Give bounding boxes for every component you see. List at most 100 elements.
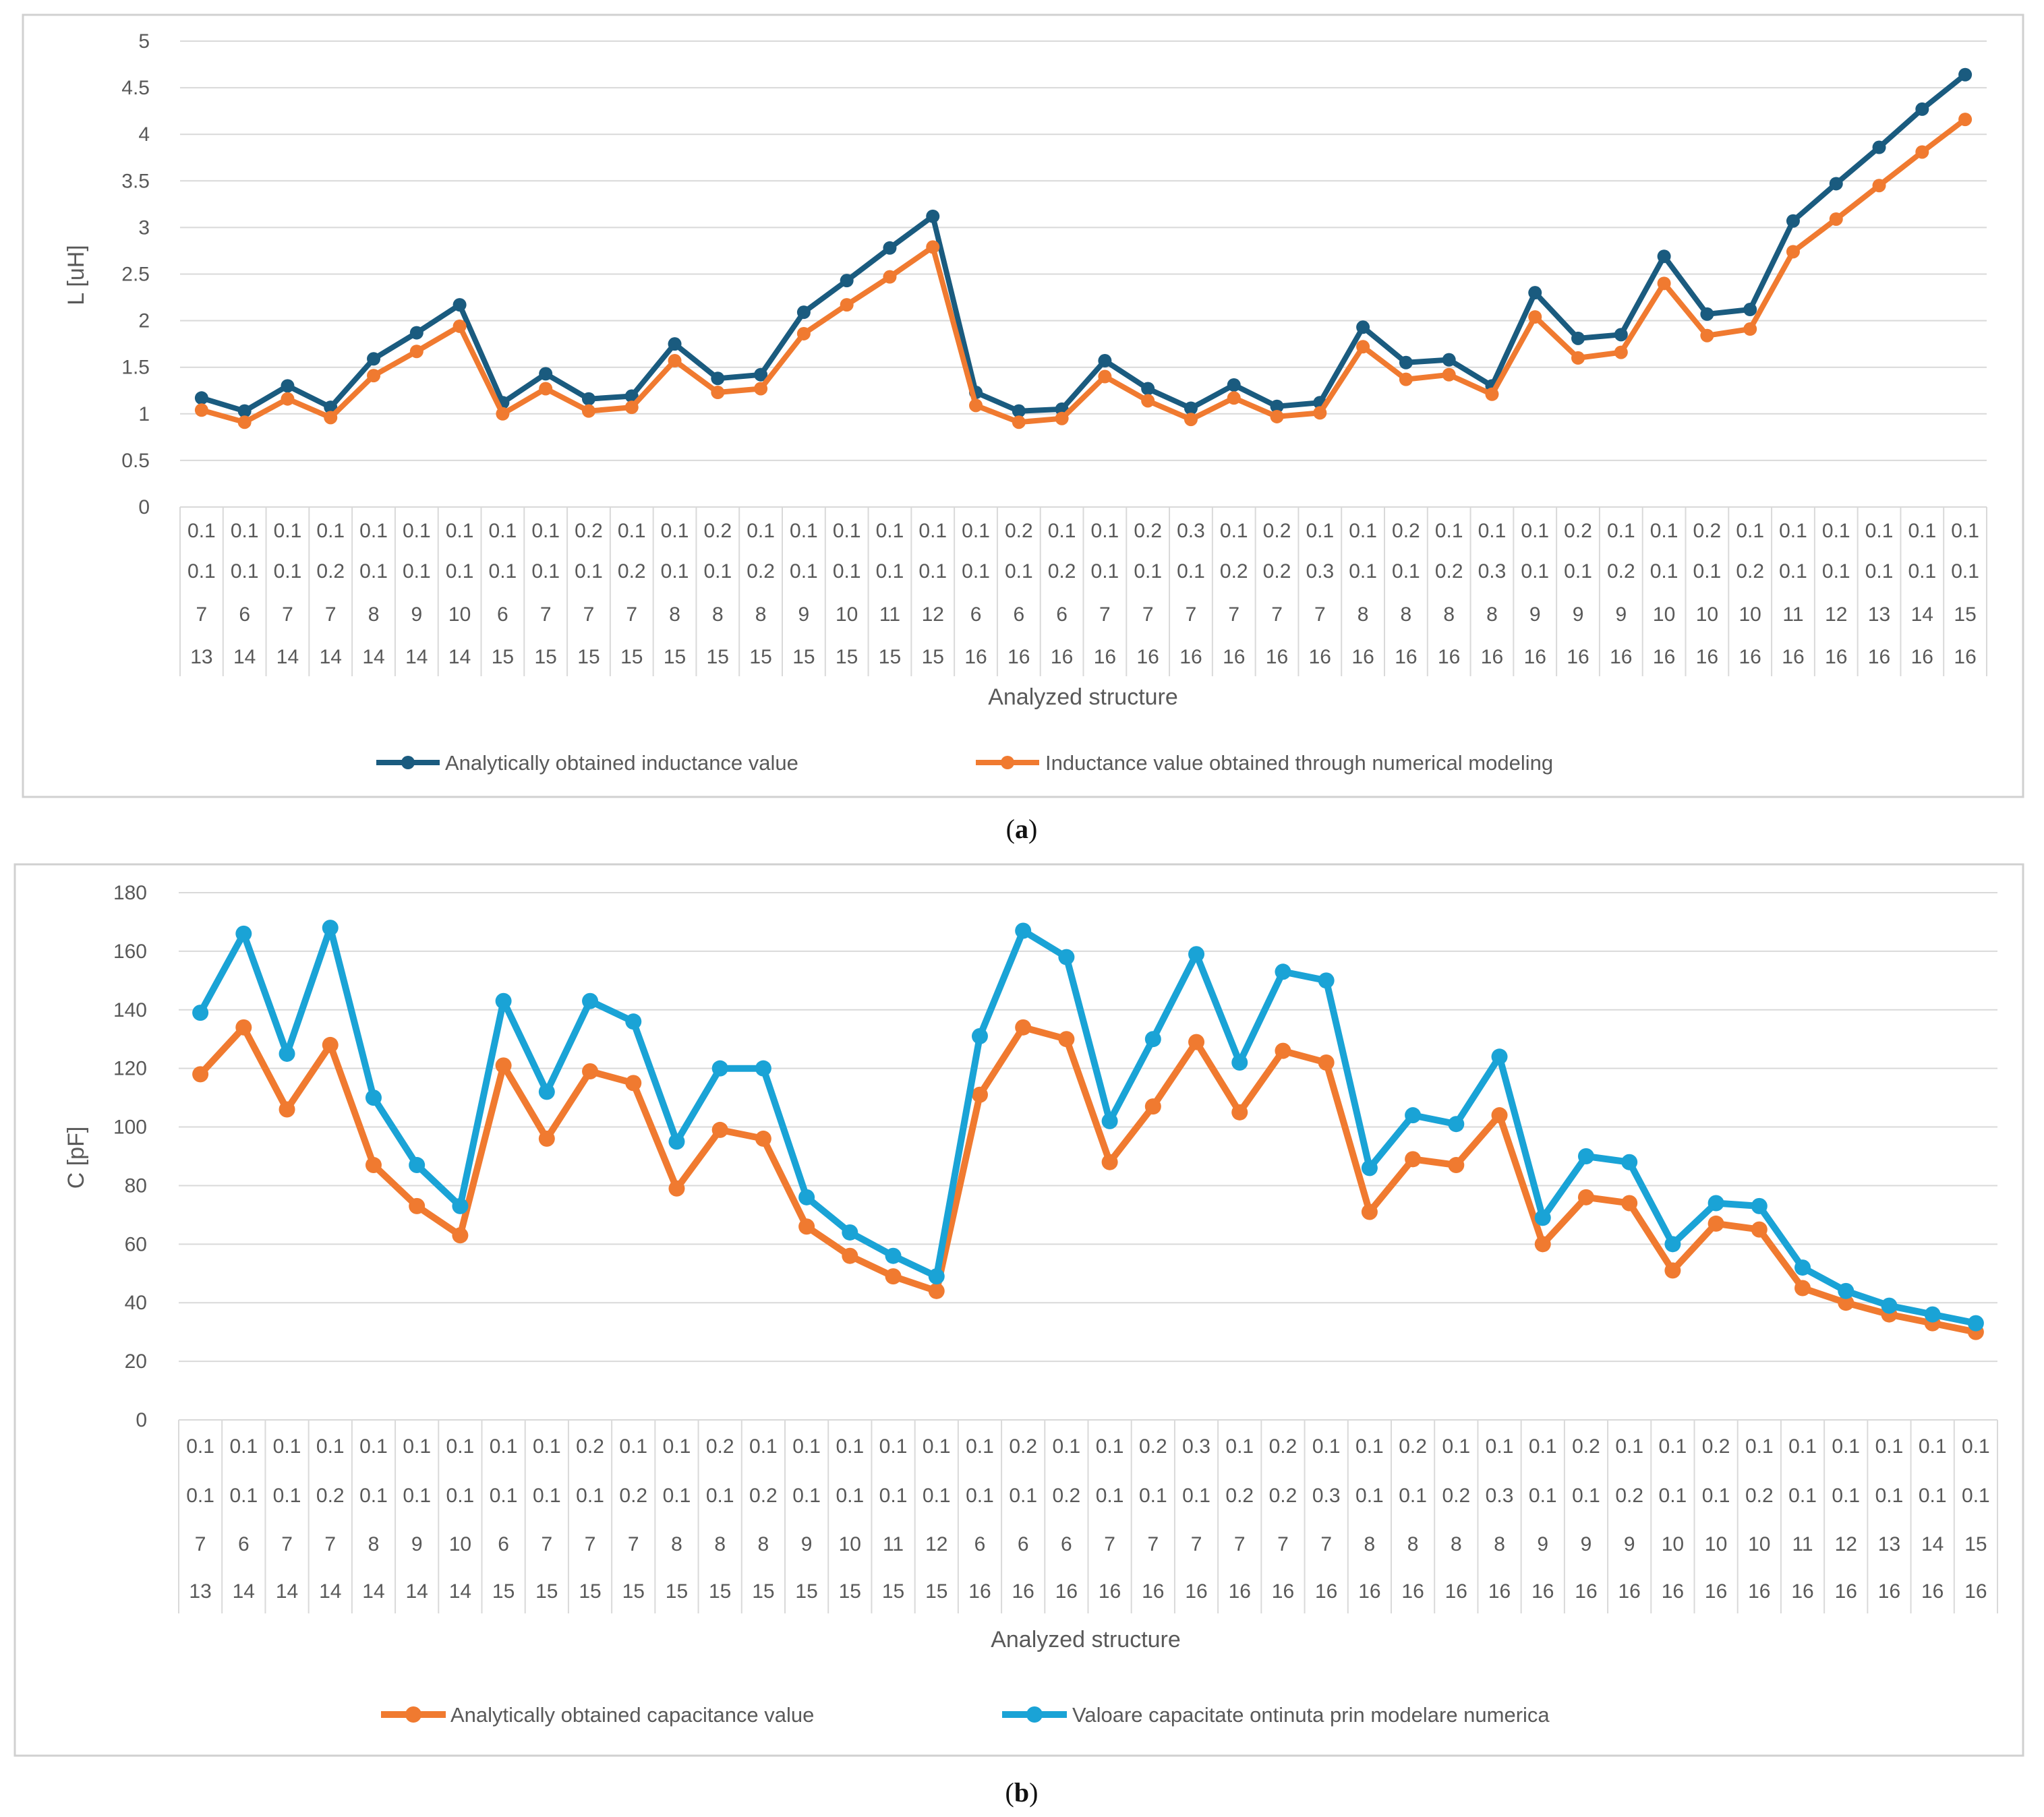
category-label-a-41-3: 16 — [1954, 646, 1976, 668]
category-label-b-13-1: 0.2 — [749, 1485, 778, 1507]
category-label-b-26-3: 16 — [1315, 1580, 1337, 1603]
data-point-a-0-22 — [1141, 382, 1155, 396]
category-label-a-40-1: 0.1 — [1908, 560, 1936, 583]
chart-b-y-axis-label: C [pF] — [63, 1127, 89, 1189]
category-label-a-4-3: 14 — [362, 646, 384, 668]
category-label-b-18-3: 16 — [968, 1580, 991, 1603]
category-label-b-34-3: 16 — [1662, 1580, 1684, 1603]
category-label-b-33-2: 9 — [1624, 1533, 1635, 1555]
category-label-b-2-1: 0.1 — [273, 1485, 301, 1507]
data-point-b-0-13 — [755, 1130, 771, 1147]
category-label-b-11-1: 0.1 — [663, 1485, 691, 1507]
category-label-a-21-2: 7 — [1099, 603, 1111, 626]
category-label-b-41-0: 0.1 — [1962, 1435, 1990, 1458]
data-point-a-0-24 — [1227, 378, 1241, 392]
y-tick-label-a-8: 4 — [138, 123, 150, 146]
category-label-a-27-3: 16 — [1351, 646, 1374, 668]
category-label-a-23-1: 0.1 — [1177, 560, 1205, 583]
data-point-a-1-30 — [1485, 387, 1499, 401]
category-label-a-22-1: 0.1 — [1134, 560, 1162, 583]
category-label-a-12-2: 8 — [712, 603, 724, 626]
data-point-a-1-8 — [539, 382, 553, 396]
category-label-b-34-0: 0.1 — [1659, 1435, 1687, 1458]
data-point-b-1-13 — [755, 1060, 771, 1077]
category-label-b-30-2: 8 — [1494, 1533, 1505, 1555]
data-point-b-0-19 — [1015, 1019, 1032, 1036]
data-point-a-0-36 — [1743, 303, 1757, 317]
chart-b-category-table: 0.1 0.1 7 13 0.1 0.1 6 14 0.1 0.1 7 14 0.1 0.2 7 14 0.1 0… — [178, 1420, 1998, 1613]
category-label-a-25-1: 0.2 — [1263, 560, 1291, 583]
category-label-a-38-2: 12 — [1825, 603, 1847, 626]
category-label-a-4-0: 0.1 — [359, 520, 388, 542]
category-label-a-7-3: 15 — [492, 646, 514, 668]
chart-a-series — [194, 67, 1973, 429]
category-label-b-5-3: 14 — [405, 1580, 428, 1603]
category-label-b-24-2: 7 — [1234, 1533, 1246, 1555]
category-label-a-29-1: 0.2 — [1435, 560, 1463, 583]
category-label-a-33-3: 16 — [1610, 646, 1632, 668]
data-point-a-1-17 — [926, 240, 940, 254]
category-label-b-5-0: 0.1 — [403, 1435, 431, 1458]
data-point-a-0-8 — [539, 367, 553, 381]
legend-a-2-marker — [1001, 756, 1014, 769]
data-point-b-1-21 — [1101, 1112, 1118, 1129]
data-point-a-1-3 — [324, 411, 338, 425]
category-label-b-10-2: 7 — [628, 1533, 639, 1555]
category-label-a-14-0: 0.1 — [790, 520, 818, 542]
y-tick-label-b-0: 0 — [136, 1409, 147, 1431]
category-label-b-35-2: 10 — [1705, 1533, 1727, 1555]
category-label-a-26-0: 0.1 — [1306, 520, 1334, 542]
category-label-b-26-1: 0.3 — [1312, 1485, 1341, 1507]
data-point-b-1-8 — [538, 1083, 555, 1100]
category-label-b-1-2: 6 — [238, 1533, 250, 1555]
category-label-a-19-0: 0.2 — [1005, 520, 1033, 542]
y-tick-label-a-2: 1 — [138, 403, 150, 425]
data-point-b-0-18 — [971, 1086, 988, 1103]
data-point-a-1-33 — [1614, 345, 1628, 359]
legend-b-2-label: Valoare capacitate ontinuta prin modelar… — [1072, 1703, 1550, 1727]
category-label-a-36-0: 0.1 — [1736, 520, 1764, 542]
category-label-b-20-0: 0.1 — [1053, 1435, 1081, 1458]
category-label-a-19-2: 6 — [1013, 603, 1024, 626]
category-label-b-19-2: 6 — [1018, 1533, 1029, 1555]
data-point-a-0-29 — [1442, 353, 1456, 367]
data-point-b-1-12 — [711, 1060, 728, 1077]
data-point-a-1-7 — [496, 407, 510, 421]
category-label-a-37-3: 16 — [1782, 646, 1804, 668]
category-label-b-34-1: 0.1 — [1659, 1485, 1687, 1507]
data-point-a-0-35 — [1700, 307, 1714, 321]
data-point-a-1-38 — [1829, 212, 1843, 226]
category-label-a-19-1: 0.1 — [1005, 560, 1033, 583]
data-point-a-1-2 — [281, 392, 295, 406]
category-label-b-17-0: 0.1 — [923, 1435, 951, 1458]
category-label-b-3-3: 14 — [319, 1580, 341, 1603]
category-label-a-16-2: 11 — [879, 603, 900, 626]
data-point-b-0-5 — [409, 1197, 426, 1214]
category-label-a-7-1: 0.1 — [489, 560, 517, 583]
category-label-b-32-2: 9 — [1581, 1533, 1592, 1555]
category-label-a-21-1: 0.1 — [1091, 560, 1119, 583]
data-point-b-1-37 — [1794, 1259, 1811, 1276]
category-label-b-28-2: 8 — [1407, 1533, 1419, 1555]
category-label-b-41-3: 16 — [1964, 1580, 1987, 1603]
category-label-a-5-0: 0.1 — [403, 520, 431, 542]
category-label-b-21-0: 0.1 — [1096, 1435, 1124, 1458]
data-point-a-0-9 — [581, 392, 595, 406]
data-point-b-1-22 — [1144, 1031, 1161, 1048]
category-label-b-13-0: 0.1 — [749, 1435, 778, 1458]
category-label-a-25-0: 0.2 — [1263, 520, 1291, 542]
data-point-b-0-8 — [538, 1130, 555, 1147]
category-label-b-25-0: 0.2 — [1269, 1435, 1297, 1458]
chart-b-gridlines — [179, 892, 1997, 1421]
category-label-b-29-1: 0.2 — [1442, 1485, 1470, 1507]
data-point-b-0-4 — [365, 1157, 382, 1174]
data-point-b-1-20 — [1058, 949, 1075, 965]
category-label-a-32-3: 16 — [1567, 646, 1589, 668]
data-point-b-1-35 — [1707, 1195, 1724, 1212]
data-point-a-1-18 — [969, 398, 983, 413]
category-label-b-15-0: 0.1 — [836, 1435, 864, 1458]
y-tick-label-a-6: 3 — [138, 216, 150, 239]
category-label-a-16-1: 0.1 — [876, 560, 904, 583]
category-label-b-30-3: 16 — [1488, 1580, 1511, 1603]
category-label-b-0-1: 0.1 — [186, 1485, 214, 1507]
